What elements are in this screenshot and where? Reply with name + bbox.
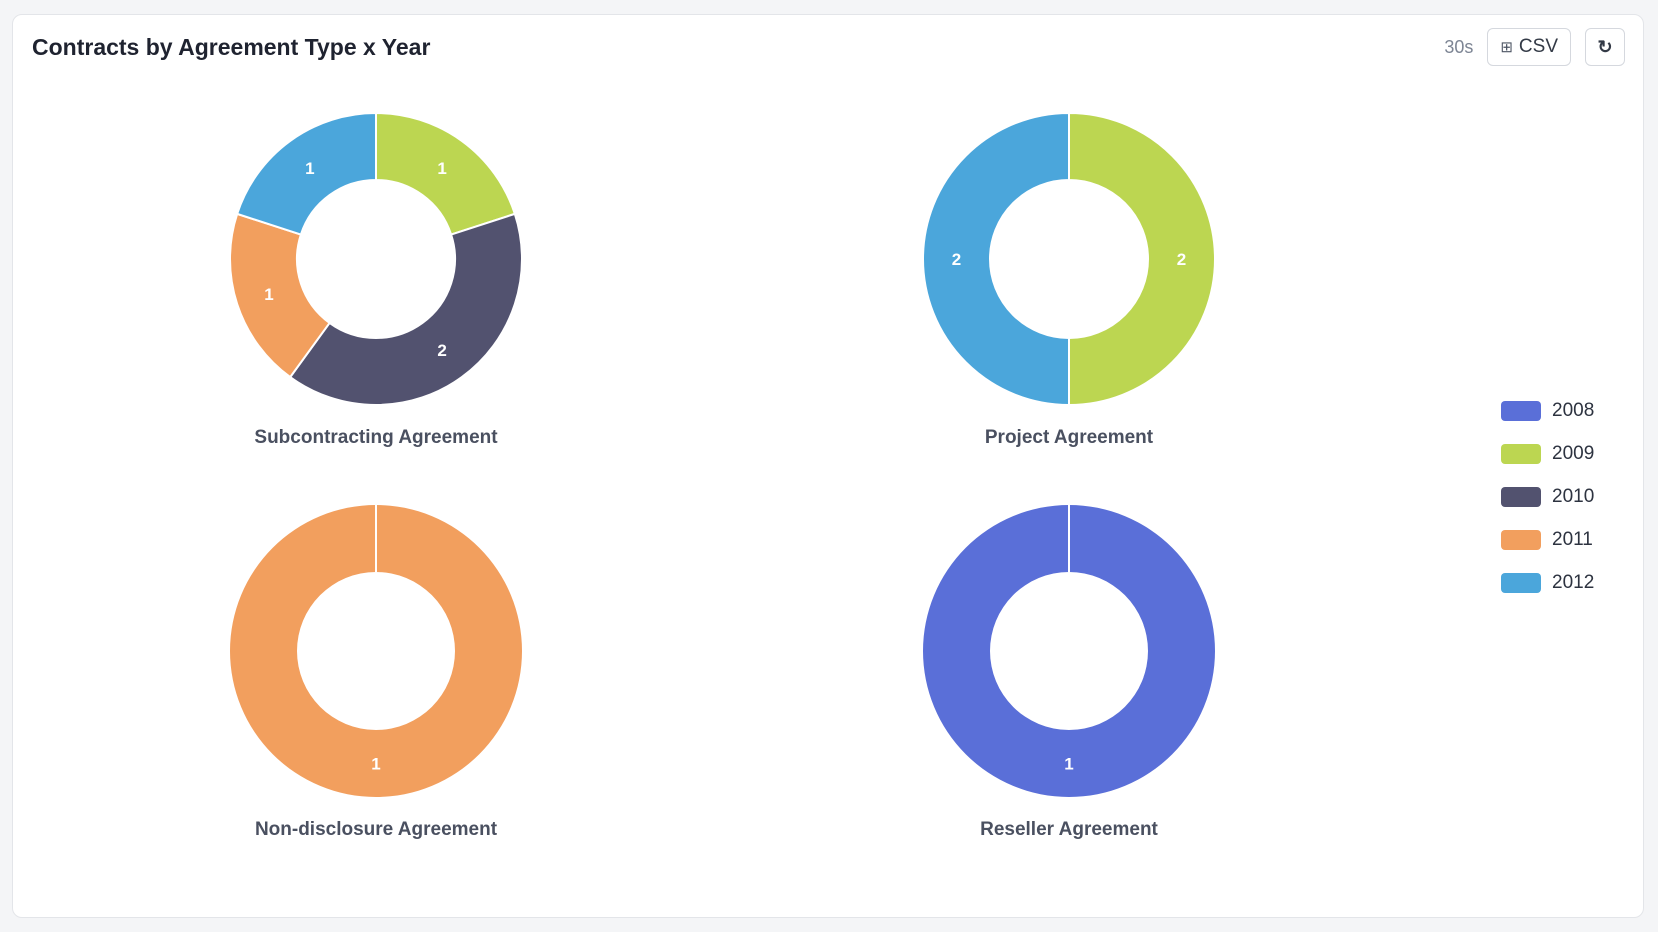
refresh-button[interactable]: ↻: [1585, 28, 1625, 66]
legend-label: 2010: [1552, 485, 1595, 507]
chart-toolbar: 30s ⊞ CSV ↻: [1444, 28, 1625, 66]
donut-chart: 1 2 1 1 Subcontracting Agreement: [229, 112, 523, 448]
legend-swatch: [1501, 529, 1541, 550]
slice-value-label: 2: [437, 341, 446, 360]
donut-charts-area: 1 2 1 1 Subcontracting Agreement 2 2 Project Ag…: [229, 112, 1216, 840]
legend-swatch: [1501, 486, 1541, 507]
donut-chart: 2 2 Project Agreement: [922, 112, 1216, 448]
donut-slice-2012[interactable]: [922, 112, 1070, 406]
chart-title: Contracts by Agreement Type x Year: [32, 34, 431, 60]
legend-swatch: [1501, 443, 1541, 464]
slice-value-label: 2: [1177, 250, 1186, 269]
csv-label: CSV: [1518, 36, 1558, 57]
slice-value-label: 1: [305, 159, 314, 178]
legend-swatch: [1501, 400, 1541, 421]
csv-export-button[interactable]: ⊞ CSV: [1487, 28, 1571, 66]
donut-slice-2011[interactable]: [230, 505, 522, 797]
chart-card: Contracts by Agreement Type x Year 30s ⊞…: [12, 14, 1644, 918]
slice-value-label: 2: [952, 250, 961, 269]
legend-item-2008[interactable]: 2008: [1501, 389, 1594, 432]
legend-label: 2011: [1552, 528, 1593, 550]
slice-value-label: 1: [264, 285, 273, 304]
donut-slice-2012[interactable]: [236, 112, 377, 236]
slice-value-label: 1: [1064, 755, 1073, 774]
donut-chart-title: Reseller Agreement: [980, 819, 1158, 840]
grid-icon: ⊞: [1500, 39, 1513, 56]
refresh-icon: ↻: [1597, 36, 1613, 57]
donut-chart: 1 Non-disclosure Agreement: [230, 505, 522, 840]
legend-label: 2008: [1552, 399, 1595, 421]
legend-item-2012[interactable]: 2012: [1501, 561, 1594, 604]
legend-item-2010[interactable]: 2010: [1501, 475, 1594, 518]
legend-label: 2009: [1552, 442, 1595, 464]
donut-slice-2008[interactable]: [923, 505, 1215, 797]
chart-legend: 2008 2009 2010 2011 2012: [1501, 389, 1594, 604]
donut-chart-title: Project Agreement: [985, 427, 1154, 448]
donut-chart-title: Subcontracting Agreement: [254, 427, 498, 448]
donut-slice-2010[interactable]: [289, 212, 523, 406]
donut-slice-2009[interactable]: [1068, 112, 1216, 406]
donut-chart-title: Non-disclosure Agreement: [255, 819, 498, 840]
donut-slice-2009[interactable]: [375, 112, 516, 236]
donut-chart: 1 Reseller Agreement: [923, 505, 1215, 840]
refresh-interval[interactable]: 30s: [1444, 36, 1474, 57]
legend-item-2011[interactable]: 2011: [1501, 518, 1594, 561]
slice-value-label: 1: [437, 159, 446, 178]
donut-slice-2011[interactable]: [229, 212, 331, 379]
slice-value-label: 1: [371, 755, 380, 774]
legend-item-2009[interactable]: 2009: [1501, 432, 1594, 475]
legend-label: 2012: [1552, 571, 1595, 593]
legend-swatch: [1501, 572, 1541, 593]
